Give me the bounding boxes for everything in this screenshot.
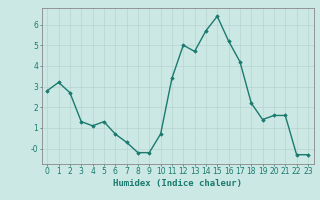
X-axis label: Humidex (Indice chaleur): Humidex (Indice chaleur)	[113, 179, 242, 188]
